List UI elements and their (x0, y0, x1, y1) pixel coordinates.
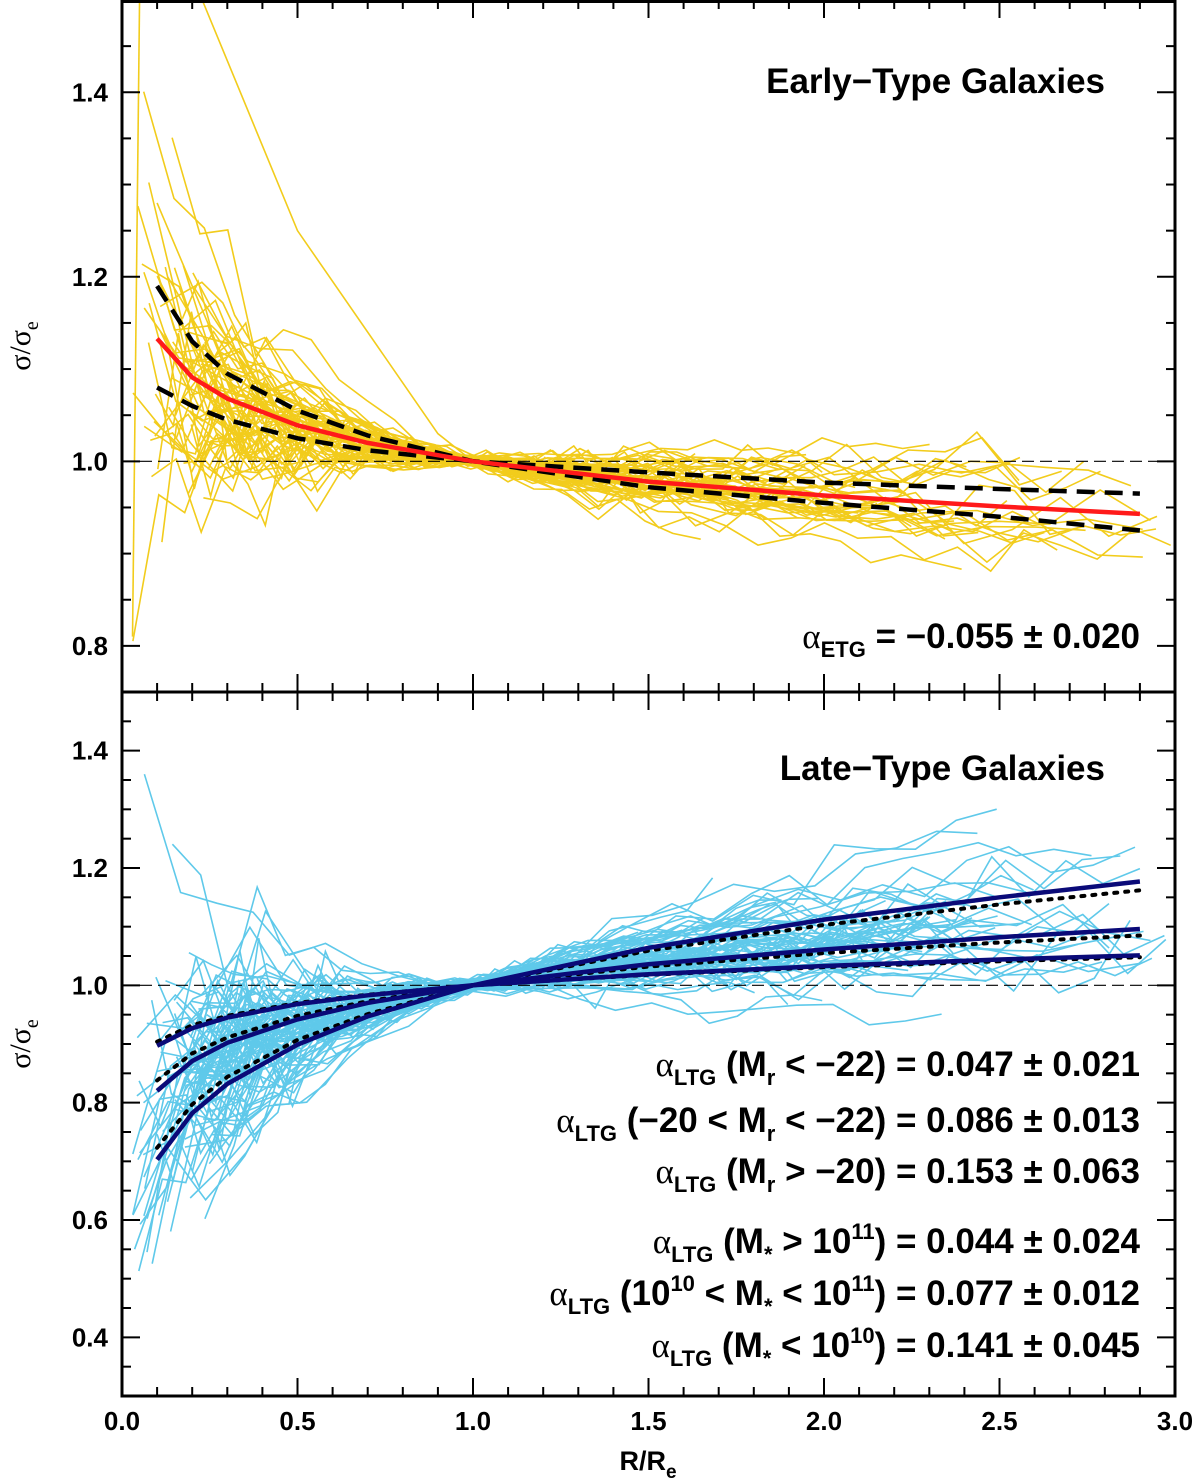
ltg-alpha-annotation: αLTG (−20 < Mr < −22) = 0.086 ± 0.013 (556, 1101, 1140, 1146)
ltg-alpha-annotation: αLTG (Mr < −22) = 0.047 ± 0.021 (656, 1045, 1140, 1090)
etg-mean-profile-line (155, 337, 1141, 517)
etg-upper-bound-line (155, 284, 1140, 496)
individual-profile (165, 919, 1131, 1018)
etg-lower-bound-line (156, 385, 1141, 533)
ltg-alpha-annotation: αLTG (1010 < M* < 1011) = 0.077 ± 0.012 (549, 1271, 1140, 1319)
ltg-mass-fit-line-2 (155, 933, 1142, 1083)
y-tick-label: 0.6 (72, 1205, 108, 1235)
individual-profile (203, 437, 930, 520)
ltg-panel-title: Late−Type Galaxies (780, 749, 1105, 788)
individual-profile (212, 444, 597, 529)
x-tick-label: 3.0 (1157, 1406, 1193, 1436)
x-axis-label: R/Re (619, 1446, 676, 1482)
individual-profile (162, 909, 1140, 1133)
individual-profile (192, 272, 1058, 573)
ltg-alpha-annotation: αLTG (Mr > −20) = 0.153 ± 0.063 (656, 1152, 1140, 1197)
y-tick-label: 0.4 (72, 1322, 109, 1352)
y-tick-label: 1.0 (72, 970, 108, 1000)
individual-profile (171, 137, 701, 540)
individual-profile (164, 830, 978, 1202)
y-tick-label: 1.0 (72, 446, 108, 476)
x-tick-label: 0.0 (104, 1406, 140, 1436)
ltg-magnitude-fit-line-2 (155, 926, 1141, 1093)
individual-profile (193, 350, 878, 524)
etg-y-axis-label: σ/σe (4, 321, 43, 371)
panels: 0.8 1.0 1.2 1.4 σ/σe Early−Type Galaxies αETG … (4, 0, 1193, 1482)
y-tick-label: 1.4 (72, 736, 109, 766)
ltg-y-axis-label: σ/σe (4, 1019, 43, 1069)
x-tick-label: 2.0 (806, 1406, 842, 1436)
x-tick-label: 2.5 (981, 1406, 1017, 1436)
ltg-magnitude-fit-line-3 (155, 879, 1141, 1161)
y-tick-label: 1.2 (72, 262, 108, 292)
y-tick-label: 1.4 (72, 77, 109, 107)
etg-alpha-annotation: αETG = −0.055 ± 0.020 (802, 617, 1140, 662)
y-tick-label: 1.2 (72, 853, 108, 883)
individual-profile (198, 434, 1132, 491)
etg-plot-frame (120, 0, 1177, 694)
y-tick-label: 0.8 (72, 1088, 108, 1118)
x-tick-label: 1.0 (455, 1406, 491, 1436)
y-tick-label: 0.8 (72, 631, 108, 661)
x-tick-label: 1.5 (630, 1406, 666, 1436)
individual-profile (201, 0, 474, 462)
ltg-alpha-annotation: αLTG (M* < 1010) = 0.141 ± 0.045 (652, 1323, 1141, 1371)
x-tick-label: 0.5 (279, 1406, 315, 1436)
individual-profile (216, 903, 996, 1080)
ltg-alpha-annotation: αLTG (M* > 1011) = 0.044 ± 0.024 (653, 1219, 1141, 1267)
individual-profile (205, 410, 1020, 513)
ltg-magnitude-fit-line-1 (156, 953, 1140, 1048)
individual-profile (131, 0, 141, 637)
etg-panel-title: Early−Type Galaxies (766, 62, 1105, 101)
individual-profile (172, 915, 998, 1165)
